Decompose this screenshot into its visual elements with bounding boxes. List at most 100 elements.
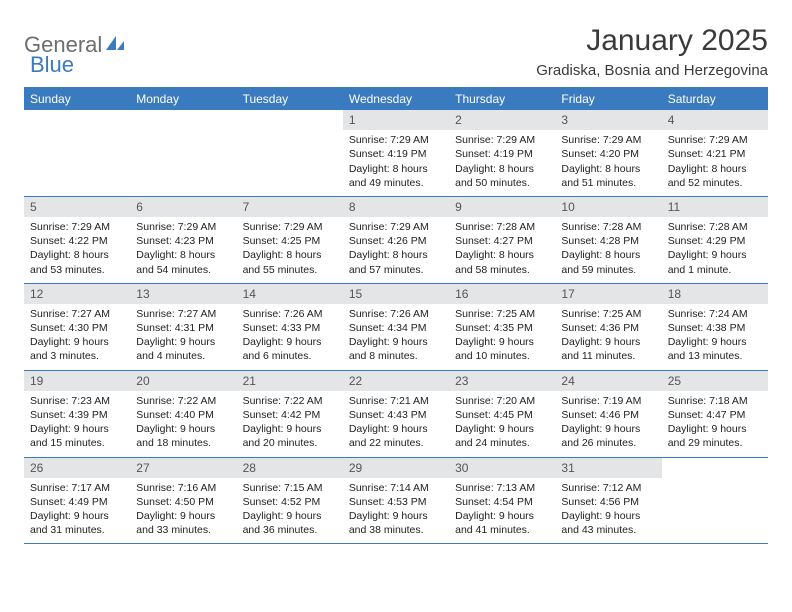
day-info-line: Sunrise: 7:13 AM (455, 481, 549, 495)
day-body: Sunrise: 7:17 AMSunset: 4:49 PMDaylight:… (24, 481, 130, 538)
day-info-line: and 13 minutes. (668, 349, 762, 363)
day-number: 25 (662, 371, 768, 391)
day-cell (237, 110, 343, 196)
day-number: 5 (24, 197, 130, 217)
day-info-line: Sunset: 4:22 PM (30, 234, 124, 248)
day-body: Sunrise: 7:29 AMSunset: 4:26 PMDaylight:… (343, 220, 449, 277)
day-cell: 7 Sunrise: 7:29 AMSunset: 4:25 PMDaylight… (237, 197, 343, 283)
day-body: Sunrise: 7:29 AMSunset: 4:25 PMDaylight:… (237, 220, 343, 277)
day-cell: 31Sunrise: 7:12 AMSunset: 4:56 PMDayligh… (555, 458, 661, 544)
day-body: Sunrise: 7:28 AMSunset: 4:28 PMDaylight:… (555, 220, 661, 277)
day-info-line: Daylight: 9 hours (668, 422, 762, 436)
day-body: Sunrise: 7:20 AMSunset: 4:45 PMDaylight:… (449, 394, 555, 451)
day-body: Sunrise: 7:26 AMSunset: 4:34 PMDaylight:… (343, 307, 449, 364)
day-body: Sunrise: 7:24 AMSunset: 4:38 PMDaylight:… (662, 307, 768, 364)
day-body: Sunrise: 7:14 AMSunset: 4:53 PMDaylight:… (343, 481, 449, 538)
day-info-line: Sunrise: 7:29 AM (668, 133, 762, 147)
day-info-line: Daylight: 8 hours (136, 248, 230, 262)
day-cell: 13Sunrise: 7:27 AMSunset: 4:31 PMDayligh… (130, 284, 236, 370)
day-info-line: Daylight: 9 hours (243, 509, 337, 523)
day-info-line: and 4 minutes. (136, 349, 230, 363)
day-cell: 3Sunrise: 7:29 AMSunset: 4:20 PMDaylight… (555, 110, 661, 196)
day-body: Sunrise: 7:26 AMSunset: 4:33 PMDaylight:… (237, 307, 343, 364)
day-info-line: Sunrise: 7:29 AM (455, 133, 549, 147)
day-info-line: Daylight: 9 hours (136, 422, 230, 436)
day-number: 10 (555, 197, 661, 217)
day-info-line: Daylight: 9 hours (30, 509, 124, 523)
day-info-line: and 33 minutes. (136, 523, 230, 537)
day-body: Sunrise: 7:12 AMSunset: 4:56 PMDaylight:… (555, 481, 661, 538)
day-info-line: Sunset: 4:47 PM (668, 408, 762, 422)
day-info-line: and 11 minutes. (561, 349, 655, 363)
day-info-line: Sunrise: 7:29 AM (349, 220, 443, 234)
day-number: 12 (24, 284, 130, 304)
day-header: Monday (130, 88, 236, 110)
day-info-line: and 57 minutes. (349, 263, 443, 277)
day-info-line: Sunrise: 7:25 AM (455, 307, 549, 321)
day-info-line: Sunrise: 7:28 AM (455, 220, 549, 234)
day-info-line: and 36 minutes. (243, 523, 337, 537)
day-number: 11 (662, 197, 768, 217)
day-info-line: and 49 minutes. (349, 176, 443, 190)
week-row: 12Sunrise: 7:27 AMSunset: 4:30 PMDayligh… (24, 284, 768, 371)
week-row: 1Sunrise: 7:29 AMSunset: 4:19 PMDaylight… (24, 110, 768, 197)
day-cell: 8Sunrise: 7:29 AMSunset: 4:26 PMDaylight… (343, 197, 449, 283)
day-body: Sunrise: 7:16 AMSunset: 4:50 PMDaylight:… (130, 481, 236, 538)
day-info-line: and 31 minutes. (30, 523, 124, 537)
day-number: 14 (237, 284, 343, 304)
day-header: Sunday (24, 88, 130, 110)
day-cell: 25Sunrise: 7:18 AMSunset: 4:47 PMDayligh… (662, 371, 768, 457)
day-cell: 24Sunrise: 7:19 AMSunset: 4:46 PMDayligh… (555, 371, 661, 457)
day-cell: 11Sunrise: 7:28 AMSunset: 4:29 PMDayligh… (662, 197, 768, 283)
day-number: 7 (237, 197, 343, 217)
day-info-line: Daylight: 9 hours (561, 422, 655, 436)
day-header: Thursday (449, 88, 555, 110)
day-info-line: Sunrise: 7:27 AM (30, 307, 124, 321)
day-info-line: Sunset: 4:52 PM (243, 495, 337, 509)
day-info-line: Sunrise: 7:22 AM (243, 394, 337, 408)
day-body: Sunrise: 7:22 AMSunset: 4:40 PMDaylight:… (130, 394, 236, 451)
day-info-line: Daylight: 9 hours (30, 335, 124, 349)
day-cell: 23Sunrise: 7:20 AMSunset: 4:45 PMDayligh… (449, 371, 555, 457)
day-body: Sunrise: 7:29 AMSunset: 4:23 PMDaylight:… (130, 220, 236, 277)
day-header: Friday (555, 88, 661, 110)
day-number: 22 (343, 371, 449, 391)
day-info-line: Sunset: 4:56 PM (561, 495, 655, 509)
day-body: Sunrise: 7:22 AMSunset: 4:42 PMDaylight:… (237, 394, 343, 451)
day-cell: 30Sunrise: 7:13 AMSunset: 4:54 PMDayligh… (449, 458, 555, 544)
day-header: Tuesday (237, 88, 343, 110)
day-cell: 21Sunrise: 7:22 AMSunset: 4:42 PMDayligh… (237, 371, 343, 457)
day-body: Sunrise: 7:25 AMSunset: 4:36 PMDaylight:… (555, 307, 661, 364)
day-info-line: and 41 minutes. (455, 523, 549, 537)
day-info-line: Sunrise: 7:26 AM (349, 307, 443, 321)
day-body: Sunrise: 7:29 AMSunset: 4:21 PMDaylight:… (662, 133, 768, 190)
day-cell: 5 Sunrise: 7:29 AMSunset: 4:22 PMDaylight… (24, 197, 130, 283)
day-info-line: Daylight: 9 hours (455, 509, 549, 523)
day-info-line: and 15 minutes. (30, 436, 124, 450)
day-body: Sunrise: 7:29 AMSunset: 4:22 PMDaylight:… (24, 220, 130, 277)
day-info-line: and 3 minutes. (30, 349, 124, 363)
day-number: 3 (555, 110, 661, 130)
day-info-line: Sunset: 4:19 PM (455, 147, 549, 161)
day-cell: 2Sunrise: 7:29 AMSunset: 4:19 PMDaylight… (449, 110, 555, 196)
day-body: Sunrise: 7:27 AMSunset: 4:31 PMDaylight:… (130, 307, 236, 364)
day-number: 19 (24, 371, 130, 391)
day-info-line: and 29 minutes. (668, 436, 762, 450)
day-info-line: and 55 minutes. (243, 263, 337, 277)
day-info-line: Daylight: 9 hours (561, 335, 655, 349)
day-cell: 28 Sunrise: 7:15 AMSunset: 4:52 PMDayligh… (237, 458, 343, 544)
day-number: 30 (449, 458, 555, 478)
day-body: Sunrise: 7:15 AMSunset: 4:52 PMDaylight:… (237, 481, 343, 538)
day-info-line: Sunrise: 7:15 AM (243, 481, 337, 495)
day-cell (662, 458, 768, 544)
day-info-line: and 53 minutes. (30, 263, 124, 277)
day-info-line: Daylight: 9 hours (349, 509, 443, 523)
day-header-row: SundayMondayTuesdayWednesdayThursdayFrid… (24, 88, 768, 110)
day-number: 28 (237, 458, 343, 478)
day-number: 6 (130, 197, 236, 217)
location-subtitle: Gradiska, Bosnia and Herzegovina (536, 62, 768, 79)
logo-text-blue: Blue (30, 52, 74, 77)
day-info-line: Sunrise: 7:20 AM (455, 394, 549, 408)
day-cell: 20Sunrise: 7:22 AMSunset: 4:40 PMDayligh… (130, 371, 236, 457)
day-info-line: Sunset: 4:39 PM (30, 408, 124, 422)
